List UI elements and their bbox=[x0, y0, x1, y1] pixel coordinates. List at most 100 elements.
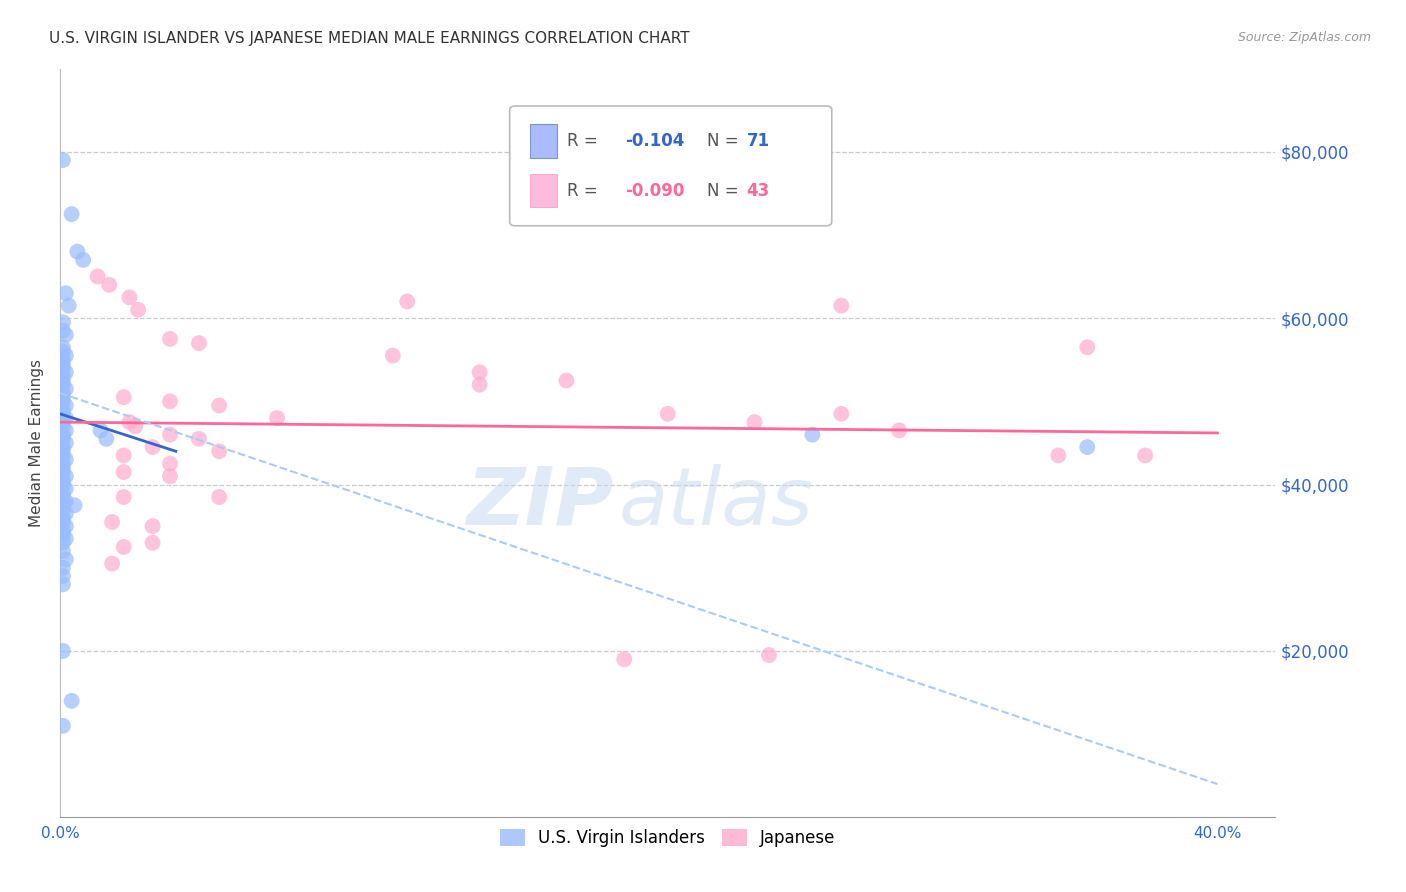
Text: R =: R = bbox=[567, 132, 603, 150]
Point bbox=[657, 407, 679, 421]
Point bbox=[52, 524, 75, 538]
Point bbox=[52, 449, 75, 463]
Point bbox=[101, 515, 124, 529]
Text: N =: N = bbox=[707, 182, 744, 200]
Point bbox=[142, 440, 165, 454]
Point bbox=[55, 349, 77, 363]
Point bbox=[55, 382, 77, 396]
Point bbox=[468, 377, 491, 392]
Point bbox=[52, 490, 75, 504]
Point bbox=[101, 557, 124, 571]
Point bbox=[118, 290, 141, 304]
Point bbox=[758, 648, 780, 662]
Point bbox=[52, 352, 75, 367]
Point bbox=[52, 502, 75, 516]
Point bbox=[187, 432, 209, 446]
Point bbox=[159, 427, 181, 442]
Point bbox=[1133, 449, 1156, 463]
Point bbox=[55, 519, 77, 533]
Text: -0.104: -0.104 bbox=[626, 132, 685, 150]
Y-axis label: Median Male Earnings: Median Male Earnings bbox=[30, 359, 44, 527]
Point bbox=[889, 424, 911, 438]
Point bbox=[830, 407, 852, 421]
Point bbox=[90, 424, 112, 438]
Point bbox=[266, 411, 288, 425]
Point bbox=[159, 394, 181, 409]
Text: -0.090: -0.090 bbox=[626, 182, 685, 200]
Point bbox=[86, 269, 108, 284]
Point bbox=[555, 374, 578, 388]
Point bbox=[55, 469, 77, 483]
Point bbox=[52, 461, 75, 475]
Point bbox=[52, 499, 75, 513]
Point bbox=[801, 427, 824, 442]
Point bbox=[55, 411, 77, 425]
Point bbox=[55, 482, 77, 496]
Point bbox=[52, 402, 75, 417]
Point bbox=[52, 536, 75, 550]
Point bbox=[159, 332, 181, 346]
Point bbox=[187, 336, 209, 351]
Point bbox=[159, 457, 181, 471]
Point bbox=[468, 365, 491, 379]
Point bbox=[142, 519, 165, 533]
Point bbox=[208, 490, 231, 504]
Point bbox=[52, 394, 75, 409]
Point bbox=[72, 252, 94, 267]
Point bbox=[66, 244, 89, 259]
Point bbox=[112, 490, 135, 504]
Point bbox=[142, 536, 165, 550]
Text: ZIP: ZIP bbox=[465, 464, 613, 541]
Point bbox=[52, 432, 75, 446]
Point bbox=[52, 407, 75, 421]
Point bbox=[52, 457, 75, 471]
Point bbox=[60, 207, 83, 221]
Point bbox=[55, 532, 77, 546]
Point bbox=[98, 277, 121, 292]
Text: 43: 43 bbox=[747, 182, 770, 200]
Point bbox=[127, 302, 149, 317]
Point bbox=[1076, 340, 1098, 354]
Point bbox=[55, 494, 77, 508]
Point bbox=[830, 299, 852, 313]
Point bbox=[63, 499, 86, 513]
Point bbox=[55, 507, 77, 521]
Point bbox=[55, 286, 77, 301]
Text: 71: 71 bbox=[747, 132, 770, 150]
Point bbox=[159, 469, 181, 483]
Point bbox=[55, 436, 77, 450]
Point bbox=[396, 294, 419, 309]
Point bbox=[52, 527, 75, 541]
Point bbox=[55, 365, 77, 379]
Point bbox=[112, 449, 135, 463]
Point bbox=[118, 415, 141, 429]
Point bbox=[58, 299, 80, 313]
Legend: U.S. Virgin Islanders, Japanese: U.S. Virgin Islanders, Japanese bbox=[494, 822, 842, 854]
Point bbox=[52, 324, 75, 338]
Text: N =: N = bbox=[707, 132, 744, 150]
Point bbox=[1076, 440, 1098, 454]
Point bbox=[52, 377, 75, 392]
Text: U.S. VIRGIN ISLANDER VS JAPANESE MEDIAN MALE EARNINGS CORRELATION CHART: U.S. VIRGIN ISLANDER VS JAPANESE MEDIAN … bbox=[49, 31, 690, 46]
Text: R =: R = bbox=[567, 182, 603, 200]
Point bbox=[52, 560, 75, 574]
Point bbox=[52, 415, 75, 429]
FancyBboxPatch shape bbox=[510, 106, 832, 226]
Point bbox=[52, 427, 75, 442]
Point bbox=[55, 452, 77, 467]
Point bbox=[208, 399, 231, 413]
Point bbox=[52, 644, 75, 658]
Point bbox=[52, 719, 75, 733]
Point bbox=[52, 344, 75, 359]
Point bbox=[112, 540, 135, 554]
Point bbox=[52, 477, 75, 491]
Point bbox=[208, 444, 231, 458]
Point bbox=[52, 465, 75, 479]
Point bbox=[52, 419, 75, 434]
Point bbox=[52, 515, 75, 529]
FancyBboxPatch shape bbox=[530, 174, 557, 208]
Point bbox=[52, 440, 75, 454]
Point bbox=[55, 552, 77, 566]
Point bbox=[60, 694, 83, 708]
Point bbox=[52, 315, 75, 329]
